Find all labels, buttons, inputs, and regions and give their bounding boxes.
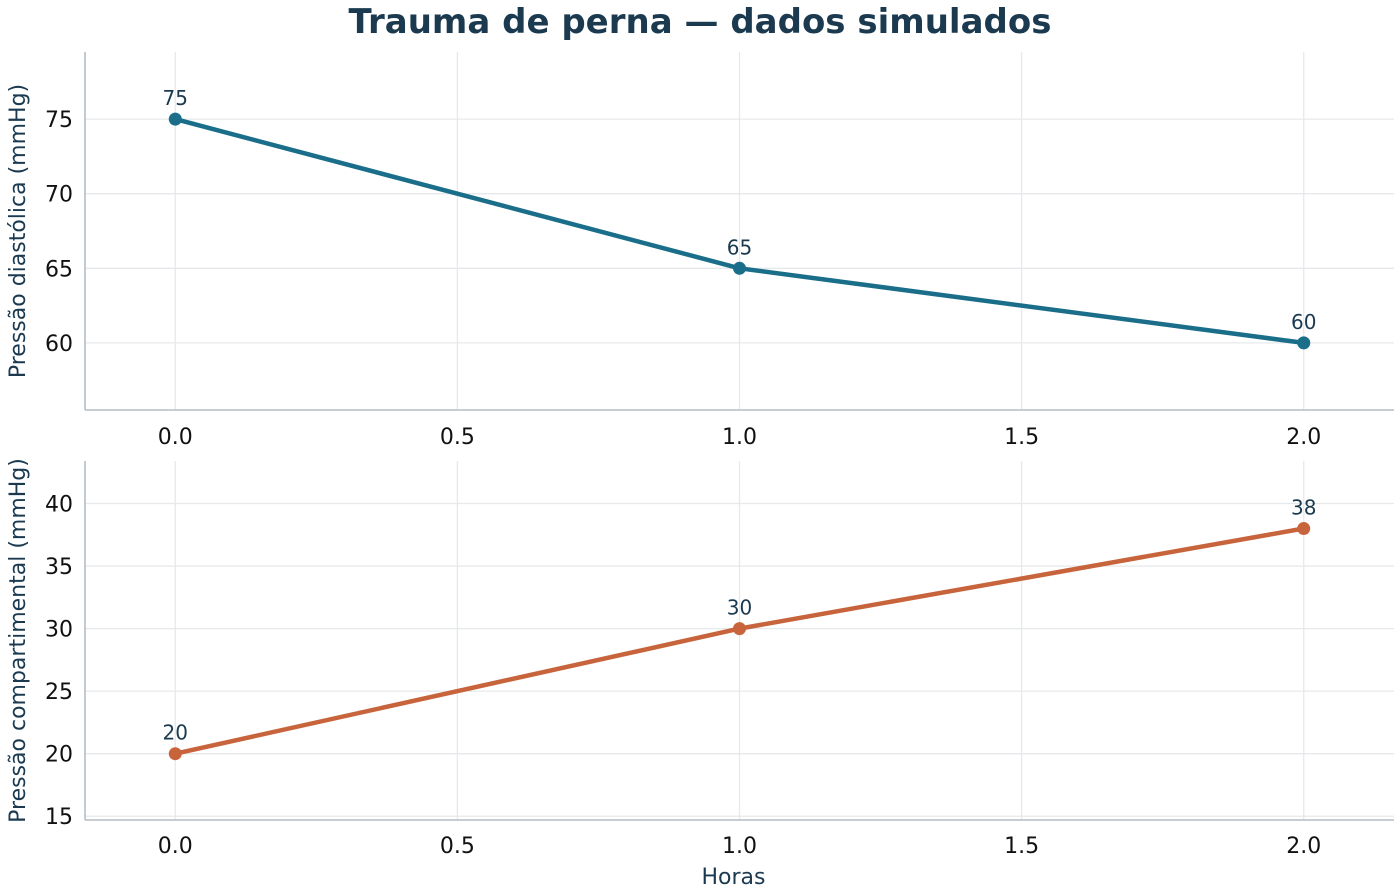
- x-tick-label: 0.0: [158, 425, 193, 450]
- data-point: [1297, 522, 1311, 536]
- y-tick-label: 25: [45, 680, 73, 705]
- x-tick-label: 1.5: [1004, 425, 1039, 450]
- y-tick-label: 65: [45, 257, 73, 282]
- x-tick-label: 1.0: [722, 425, 757, 450]
- y-tick-label: 20: [45, 743, 73, 768]
- y-tick-label: 30: [45, 618, 73, 643]
- data-point: [733, 261, 746, 275]
- data-label: 75: [163, 86, 188, 110]
- y-axis-label: Pressão compartimental (mmHg): [6, 458, 31, 823]
- data-point: [168, 747, 182, 761]
- panel-diastolic-pressure: 0.0 0.5 1.0 1.5 2.0 60 65 70 75 Pressão diastólic…: [6, 52, 1394, 450]
- y-tick-label: 40: [45, 493, 73, 518]
- data-label: 30: [727, 596, 752, 620]
- x-tick-label: 0.5: [440, 834, 475, 859]
- x-tick-label: 2.0: [1286, 834, 1321, 859]
- data-point: [733, 622, 746, 636]
- data-label: 60: [1291, 310, 1316, 334]
- x-tick-label: 0.0: [158, 834, 193, 859]
- panel-compartment-pressure: 0.0 0.5 1.0 1.5 2.0 15 20 25 30 35 40 Pressão compa…: [6, 458, 1394, 890]
- data-point: [1297, 336, 1311, 350]
- y-tick-label: 15: [45, 805, 73, 830]
- x-tick-label: 1.0: [722, 834, 757, 859]
- x-tick-label: 1.5: [1004, 834, 1039, 859]
- chart-title: Trauma de perna — dados simulados: [349, 2, 1052, 42]
- y-tick-label: 70: [45, 183, 73, 208]
- data-label: 20: [163, 721, 188, 745]
- x-tick-label: 2.0: [1286, 425, 1321, 450]
- x-axis-label: Horas: [702, 865, 766, 890]
- data-label: 38: [1291, 496, 1316, 520]
- x-tick-label: 0.5: [440, 425, 475, 450]
- y-tick-label: 75: [45, 108, 73, 133]
- y-tick-label: 60: [45, 332, 73, 357]
- data-label: 65: [727, 235, 752, 259]
- y-tick-label: 35: [45, 555, 73, 580]
- y-axis-label: Pressão diastólica (mmHg): [6, 84, 31, 378]
- data-point: [168, 112, 182, 126]
